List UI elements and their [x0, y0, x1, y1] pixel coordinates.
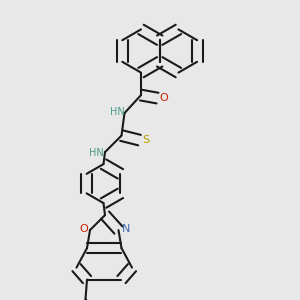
- Text: HN: HN: [110, 106, 124, 117]
- Text: S: S: [142, 135, 150, 145]
- Text: O: O: [160, 93, 169, 103]
- Text: O: O: [79, 224, 88, 234]
- Text: N: N: [122, 224, 130, 235]
- Text: HN: HN: [89, 148, 104, 158]
